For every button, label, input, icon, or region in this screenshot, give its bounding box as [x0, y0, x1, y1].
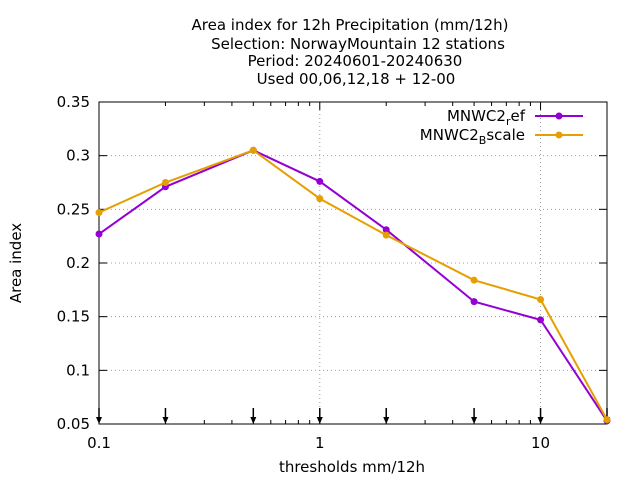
title-line-4: Used 00,06,12,18 + 12-00: [257, 70, 456, 88]
data-point: [316, 195, 324, 203]
data-point: [470, 298, 478, 306]
series-r: [95, 146, 611, 425]
x-tick-label: 10: [531, 434, 550, 452]
x-axis: 0.1 1 10: [87, 102, 608, 452]
series-line: [98, 149, 608, 421]
threshold-arrow: [316, 408, 323, 424]
threshold-arrow-head: [162, 417, 169, 424]
title-line-3: Period: 20240601-20240630: [248, 52, 463, 70]
y-tick-label: 0.2: [66, 254, 90, 272]
threshold-arrow-head: [383, 417, 390, 424]
series-B: [95, 146, 611, 424]
data-point: [95, 209, 103, 217]
y-tick-label: 0.25: [57, 200, 90, 218]
data-point: [603, 416, 611, 424]
legend-label: MNWC2Bscale: [420, 126, 525, 147]
threshold-arrow-head: [471, 417, 478, 424]
data-point: [161, 179, 169, 186]
data-point: [95, 230, 103, 238]
data-point: [382, 231, 390, 239]
data-point: [470, 276, 478, 284]
data-point: [537, 295, 545, 303]
data-point: [382, 226, 390, 234]
threshold-arrow: [537, 408, 544, 424]
x-axis-label: thresholds mm/12h: [279, 458, 425, 476]
legend-marker: [555, 112, 563, 120]
data-series: [95, 146, 611, 425]
y-axis: 0.05 0.1 0.15 0.2 0.25 0.3 0.35: [57, 93, 607, 433]
title-line-1: Area index for 12h Precipitation (mm/12h…: [192, 16, 509, 34]
title-line-2: Selection: NorwayMountain 12 stations: [211, 35, 505, 53]
threshold-arrow: [471, 408, 478, 424]
legend-label: MNWC2ref: [447, 107, 526, 128]
grid-lines: [99, 102, 607, 424]
series-line: [98, 149, 608, 422]
y-tick-label: 0.1: [66, 361, 90, 379]
x-tick-label: 1: [315, 434, 325, 452]
y-tick-label: 0.3: [66, 147, 90, 165]
y-tick-label: 0.35: [57, 93, 90, 111]
y-axis-label: Area index: [7, 223, 25, 303]
threshold-arrow-head: [316, 417, 323, 424]
threshold-arrow: [162, 408, 169, 424]
x-tick-label: 0.1: [87, 434, 111, 452]
plot-frame: [98, 101, 608, 425]
y-tick-label: 0.15: [57, 308, 90, 326]
threshold-markers: [96, 408, 610, 424]
threshold-arrow: [250, 408, 257, 424]
threshold-arrow-head: [250, 417, 257, 424]
y-tick-label: 0.05: [57, 415, 90, 433]
threshold-arrow-head: [537, 417, 544, 424]
data-point: [537, 316, 545, 324]
legend-marker: [555, 131, 563, 139]
threshold-arrow: [383, 408, 390, 424]
chart-title: Area index for 12h Precipitation (mm/12h…: [192, 16, 509, 88]
data-point: [316, 177, 324, 185]
data-point: [249, 146, 257, 154]
